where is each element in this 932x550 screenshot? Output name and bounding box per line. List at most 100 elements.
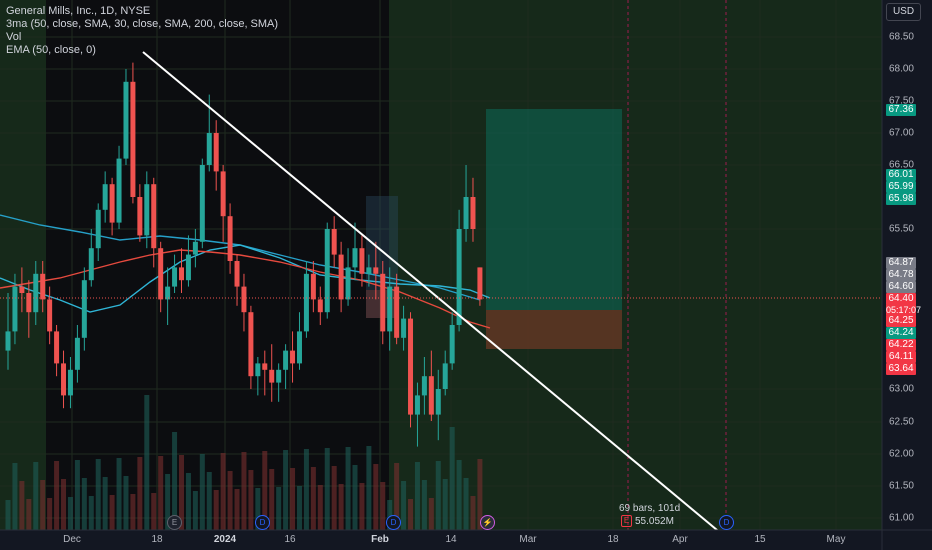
price-tick: 61.00 xyxy=(888,512,914,524)
volume-bar xyxy=(19,481,25,530)
candle-body xyxy=(317,299,323,313)
volume-bar xyxy=(442,479,448,530)
time-tick: Feb xyxy=(371,534,389,545)
volume-bars xyxy=(5,395,483,530)
volume-bar xyxy=(255,488,261,530)
volume-bar xyxy=(213,490,219,530)
candle-body xyxy=(366,267,372,274)
candle-body xyxy=(185,254,191,281)
volume-bar xyxy=(401,481,407,530)
earnings-marker[interactable]: E xyxy=(167,515,182,530)
volume-bar xyxy=(296,486,302,530)
price-label: 64.78 xyxy=(886,269,916,281)
candle-body xyxy=(47,299,53,332)
price-label: 64.22 xyxy=(886,339,916,351)
volume-bar xyxy=(26,499,32,530)
lightning-icon[interactable]: ⚡ xyxy=(480,515,495,530)
price-label: 67.36 xyxy=(886,104,916,116)
volume-bar xyxy=(290,468,296,530)
volume-bar xyxy=(408,499,414,530)
volume-bar xyxy=(206,472,212,530)
time-tick: Dec xyxy=(63,534,81,545)
volume-bar xyxy=(199,454,205,530)
candle-body xyxy=(352,248,358,268)
price-label: 64.60 xyxy=(886,281,916,293)
price-tick: 63.00 xyxy=(888,383,914,395)
price-tick: 67.50 xyxy=(888,95,914,107)
volume-bar xyxy=(303,449,309,530)
candle-body xyxy=(227,216,233,261)
candle-body xyxy=(220,171,226,217)
candle-body xyxy=(81,280,87,338)
candle-body xyxy=(88,248,94,281)
volume-bar xyxy=(373,464,379,530)
volume-bar xyxy=(331,466,337,530)
candle-body xyxy=(172,267,178,287)
candle-body xyxy=(123,81,129,159)
volume-bar xyxy=(116,458,122,530)
candle-body xyxy=(151,184,157,249)
volume-bar xyxy=(102,477,108,530)
volume-bar xyxy=(54,461,60,530)
price-label: 66.01 xyxy=(886,169,916,181)
dividend-marker[interactable]: D xyxy=(255,515,270,530)
candle-body xyxy=(394,286,400,338)
chart-legend: General Mills, Inc., 1D, NYSE 3ma (50, c… xyxy=(6,5,278,57)
candle-body xyxy=(421,376,427,396)
stop-zone xyxy=(486,310,622,349)
price-label: 65.98 xyxy=(886,193,916,205)
candle-body xyxy=(199,165,205,242)
volume-bar xyxy=(394,463,400,530)
candle-body xyxy=(359,248,365,274)
price-label: 64.40 xyxy=(886,293,916,305)
dividend-marker[interactable]: D xyxy=(719,515,734,530)
volume-bar xyxy=(61,479,67,530)
volume-bar xyxy=(179,455,184,530)
currency-button[interactable]: USD xyxy=(886,3,921,21)
time-tick: 14 xyxy=(445,534,457,545)
candle-body xyxy=(477,267,483,300)
volume-bar xyxy=(130,494,136,530)
earnings-badge: E xyxy=(621,515,632,527)
candle-body xyxy=(310,273,316,300)
volume-bar xyxy=(47,498,53,530)
indicator-ema[interactable]: EMA (50, close, 0) xyxy=(6,44,96,56)
candle-body xyxy=(5,331,11,351)
candle-body xyxy=(414,395,420,415)
volume-bar xyxy=(477,459,483,530)
symbol-title[interactable]: General Mills, Inc., 1D, NYSE xyxy=(6,5,151,17)
volume-bar xyxy=(435,461,441,530)
candle-body xyxy=(262,363,268,370)
volume-bar xyxy=(185,473,191,530)
dashed-markers xyxy=(627,0,727,530)
time-tick: 16 xyxy=(284,534,296,545)
candle-body xyxy=(456,229,462,325)
volume-bar xyxy=(151,493,157,530)
volume-bar xyxy=(352,465,358,530)
candle-body xyxy=(206,133,212,165)
price-label: 64.87 xyxy=(886,257,916,269)
volume-bar xyxy=(192,491,198,530)
candle-body xyxy=(40,273,46,300)
candle-body xyxy=(283,350,289,370)
dividend-marker[interactable]: D xyxy=(386,515,401,530)
volume-bar xyxy=(67,497,73,530)
candle-body xyxy=(428,376,434,415)
price-tick: 65.50 xyxy=(888,223,914,235)
indicator-vol[interactable]: Vol xyxy=(6,31,22,43)
candle-body xyxy=(255,363,261,377)
candle-body xyxy=(179,267,184,281)
volume-bar xyxy=(40,480,46,530)
candle-body xyxy=(463,197,469,229)
candle-body xyxy=(331,229,337,255)
indicator-ma[interactable]: 3ma (50, close, SMA, 30, close, SMA, 200… xyxy=(6,18,279,30)
volume-bar xyxy=(262,451,268,530)
volume-bar xyxy=(33,462,39,530)
price-tick: 68.00 xyxy=(888,63,914,75)
candle-body xyxy=(380,273,386,332)
volume-bar xyxy=(269,469,275,530)
candle-body xyxy=(109,184,115,223)
price-tick: 62.00 xyxy=(888,448,914,460)
price-label: 64.24 xyxy=(886,327,916,339)
